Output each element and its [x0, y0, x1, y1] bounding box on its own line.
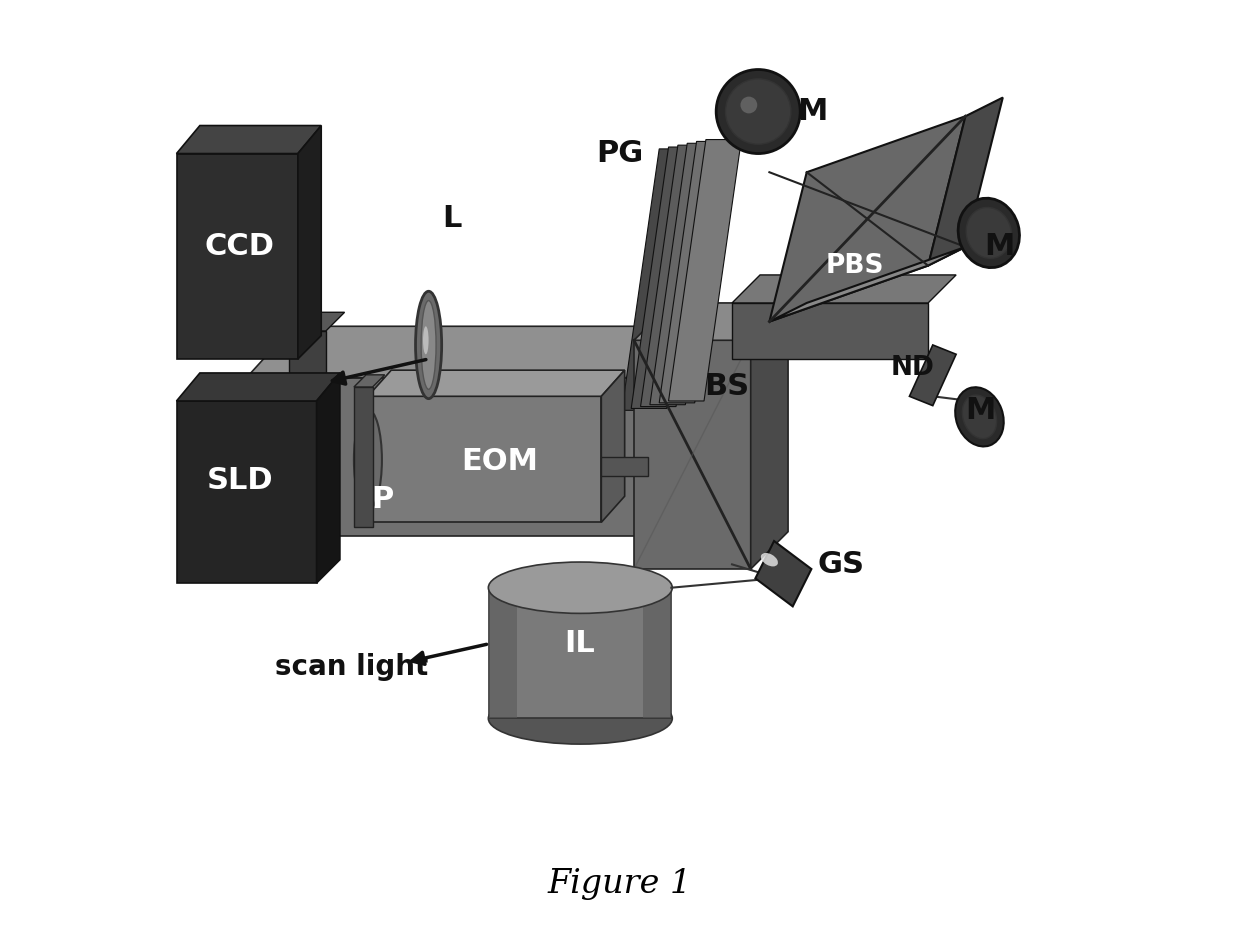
Text: PBS: PBS — [826, 252, 884, 279]
Ellipse shape — [761, 553, 777, 566]
Text: scan light: scan light — [274, 653, 428, 681]
Polygon shape — [601, 370, 625, 523]
Polygon shape — [713, 326, 760, 536]
Polygon shape — [316, 373, 340, 583]
Ellipse shape — [489, 692, 672, 744]
Polygon shape — [176, 125, 321, 154]
Polygon shape — [909, 345, 956, 406]
Polygon shape — [298, 125, 321, 359]
Polygon shape — [769, 116, 966, 321]
Ellipse shape — [725, 79, 791, 144]
Ellipse shape — [955, 387, 1003, 447]
Polygon shape — [650, 143, 723, 405]
Text: Figure 1: Figure 1 — [548, 869, 692, 901]
Polygon shape — [368, 397, 601, 523]
Text: L: L — [443, 204, 463, 234]
Polygon shape — [289, 331, 326, 424]
Text: SLD: SLD — [206, 466, 273, 495]
Ellipse shape — [415, 291, 441, 398]
Ellipse shape — [717, 70, 800, 154]
Text: M: M — [797, 97, 828, 126]
Ellipse shape — [740, 97, 758, 113]
Text: CCD: CCD — [205, 233, 274, 262]
Polygon shape — [732, 303, 928, 359]
Polygon shape — [755, 541, 811, 607]
Ellipse shape — [489, 562, 672, 613]
Polygon shape — [634, 303, 789, 340]
Text: IL: IL — [564, 629, 595, 658]
Text: EOM: EOM — [461, 447, 538, 476]
Ellipse shape — [962, 395, 997, 439]
Polygon shape — [247, 326, 760, 378]
Text: GS: GS — [818, 550, 866, 579]
Ellipse shape — [423, 326, 429, 354]
Polygon shape — [368, 370, 625, 397]
Text: M: M — [966, 396, 996, 425]
Polygon shape — [660, 141, 732, 403]
Polygon shape — [668, 139, 742, 401]
Polygon shape — [353, 387, 372, 527]
Polygon shape — [631, 147, 704, 409]
Polygon shape — [490, 588, 517, 719]
Polygon shape — [176, 401, 316, 583]
Ellipse shape — [422, 300, 436, 389]
Ellipse shape — [353, 410, 382, 511]
Polygon shape — [247, 378, 713, 536]
Text: P: P — [372, 484, 394, 513]
Polygon shape — [176, 373, 340, 401]
Text: M: M — [985, 233, 1014, 262]
Polygon shape — [769, 247, 966, 321]
Polygon shape — [601, 457, 649, 476]
Text: ND: ND — [890, 355, 935, 382]
Polygon shape — [176, 154, 298, 359]
Text: PG: PG — [596, 139, 644, 168]
Polygon shape — [644, 588, 671, 719]
Polygon shape — [750, 303, 789, 569]
Polygon shape — [353, 375, 384, 387]
Polygon shape — [490, 588, 671, 719]
Polygon shape — [732, 275, 956, 303]
Ellipse shape — [966, 207, 1012, 258]
Polygon shape — [634, 340, 750, 569]
Text: BS: BS — [704, 372, 749, 401]
Ellipse shape — [959, 198, 1019, 268]
Polygon shape — [289, 313, 345, 331]
Polygon shape — [622, 149, 694, 411]
Polygon shape — [641, 145, 713, 407]
Polygon shape — [928, 98, 1003, 266]
